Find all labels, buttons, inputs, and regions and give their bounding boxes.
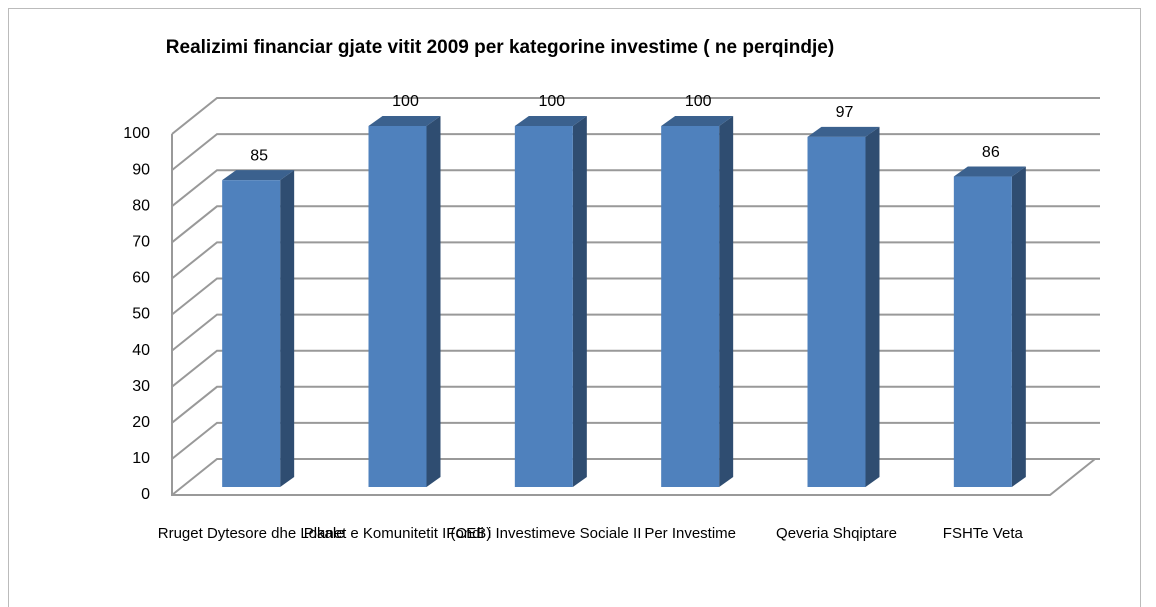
bar-top: [368, 116, 441, 126]
grid-line: [171, 458, 1100, 496]
bar-side: [719, 116, 734, 487]
bar: [222, 170, 295, 487]
bar-side: [426, 116, 441, 487]
data-label: 97: [836, 104, 854, 121]
data-label: 100: [392, 93, 419, 110]
y-tick-label: 0: [141, 486, 150, 503]
x-tick-label: Fondi i Investimeve Sociale II: [446, 525, 641, 542]
bar: [661, 116, 734, 487]
y-tick-label: 20: [132, 414, 150, 431]
bar-side: [1011, 166, 1026, 488]
bar: [807, 126, 880, 487]
grid-line: [171, 169, 1100, 207]
grid-line: [171, 385, 1100, 424]
bar-top: [514, 116, 587, 126]
grid-line: [171, 277, 1100, 316]
bar: [514, 116, 587, 487]
bar-front: [514, 126, 573, 487]
y-tick-label: 80: [132, 197, 150, 214]
bar-top: [807, 126, 880, 137]
x-tick-label: Rruget Dytesore dhe Lokale: [158, 525, 345, 542]
y-tick-label: 70: [132, 234, 150, 251]
grid-line: [171, 313, 1100, 352]
bar-front: [807, 136, 866, 487]
y-tick-label: 10: [132, 450, 150, 467]
y-tick-label: 60: [132, 270, 150, 287]
data-label: 86: [982, 144, 1000, 161]
grid-line: [171, 133, 1100, 171]
bar-top: [661, 116, 734, 126]
grid-line: [171, 421, 1100, 460]
bar-front: [222, 180, 281, 487]
data-label: 85: [250, 147, 268, 164]
bar-side: [280, 170, 295, 487]
bar-top: [953, 166, 1026, 177]
grid-line: [171, 349, 1100, 388]
y-tick-label: 90: [132, 161, 150, 178]
bar-side: [865, 126, 880, 487]
y-tick-label: 40: [132, 342, 150, 359]
y-tick-label: 30: [132, 378, 150, 395]
grid-line: [171, 205, 1100, 244]
y-tick-label: 50: [132, 306, 150, 323]
x-tick-label: Planet e Komunitetit II(CEB): [304, 525, 492, 542]
y-tick-label: 100: [123, 125, 150, 142]
x-tick-label: FSHTe Veta: [943, 525, 1024, 542]
data-label: 100: [538, 93, 565, 110]
x-tick-label: Per Investime: [644, 525, 736, 542]
bar-side: [572, 116, 587, 487]
data-label: 100: [685, 93, 712, 110]
x-tick-label: Qeveria Shqiptare: [776, 525, 897, 542]
grid-line: [171, 97, 1100, 135]
bar: [953, 166, 1026, 488]
bar-top: [222, 170, 295, 181]
chart-title: Realizimi financiar gjate vitit 2009 per…: [166, 37, 834, 58]
bar-front: [953, 176, 1012, 488]
bar-front: [661, 126, 720, 487]
bar: [368, 116, 441, 487]
bar-front: [368, 126, 427, 487]
grid-line: [171, 241, 1100, 280]
